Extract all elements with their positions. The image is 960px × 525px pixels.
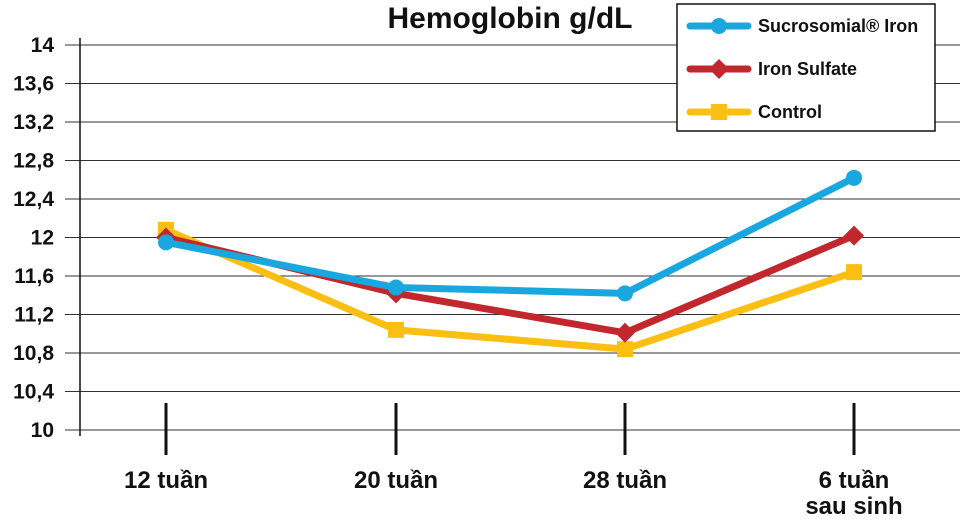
data-point [846,169,862,186]
legend-label: Iron Sulfate [758,59,857,79]
series-2 [156,225,864,343]
y-axis-ticks: 10 10,4 10,8 11,2 11,6 12 12,4 12,8 13,2 13,6 14 [13,34,54,442]
series-line [162,174,858,297]
legend-swatch-marker [711,104,727,120]
y-tick-label: 10,8 [13,342,54,365]
series-line [162,232,858,337]
series-1 [158,169,862,302]
y-tick-label: 12,4 [13,188,54,211]
data-point [615,322,635,343]
y-tick-label: 11,6 [14,265,54,288]
data-point [388,321,404,338]
y-tick-label: 12,8 [13,150,54,173]
legend-swatch-marker [711,18,727,34]
chart-title: Hemoglobin g/dL [388,2,633,35]
y-tick-label: 11,2 [14,304,54,327]
x-tick-label: 20 tuần [354,467,438,494]
y-tick-label: 13,2 [13,111,54,134]
y-tick-label: 10 [31,419,54,442]
x-tick-label: sau sinh [805,493,902,520]
legend: Sucrosomial® Iron Iron Sulfate Control [676,3,936,132]
x-tick-label: 6 tuần [819,467,890,494]
data-point [844,225,864,246]
data-point [846,264,862,281]
y-tick-label: 14 [31,34,55,57]
data-point [617,285,633,302]
legend-swatch-marker [709,59,729,79]
y-tick-label: 12 [31,227,54,250]
y-tick-label: 10,4 [13,381,54,404]
y-tick-label: 13,6 [13,73,54,96]
series [156,169,864,358]
x-tick-label: 28 tuần [583,467,667,494]
legend-label: Sucrosomial® Iron [758,16,918,36]
data-point [388,279,404,296]
series-line [162,226,858,353]
data-point [617,341,633,358]
legend-label: Control [758,102,822,122]
x-tick-label: 12 tuần [124,467,208,494]
data-point [158,234,174,251]
